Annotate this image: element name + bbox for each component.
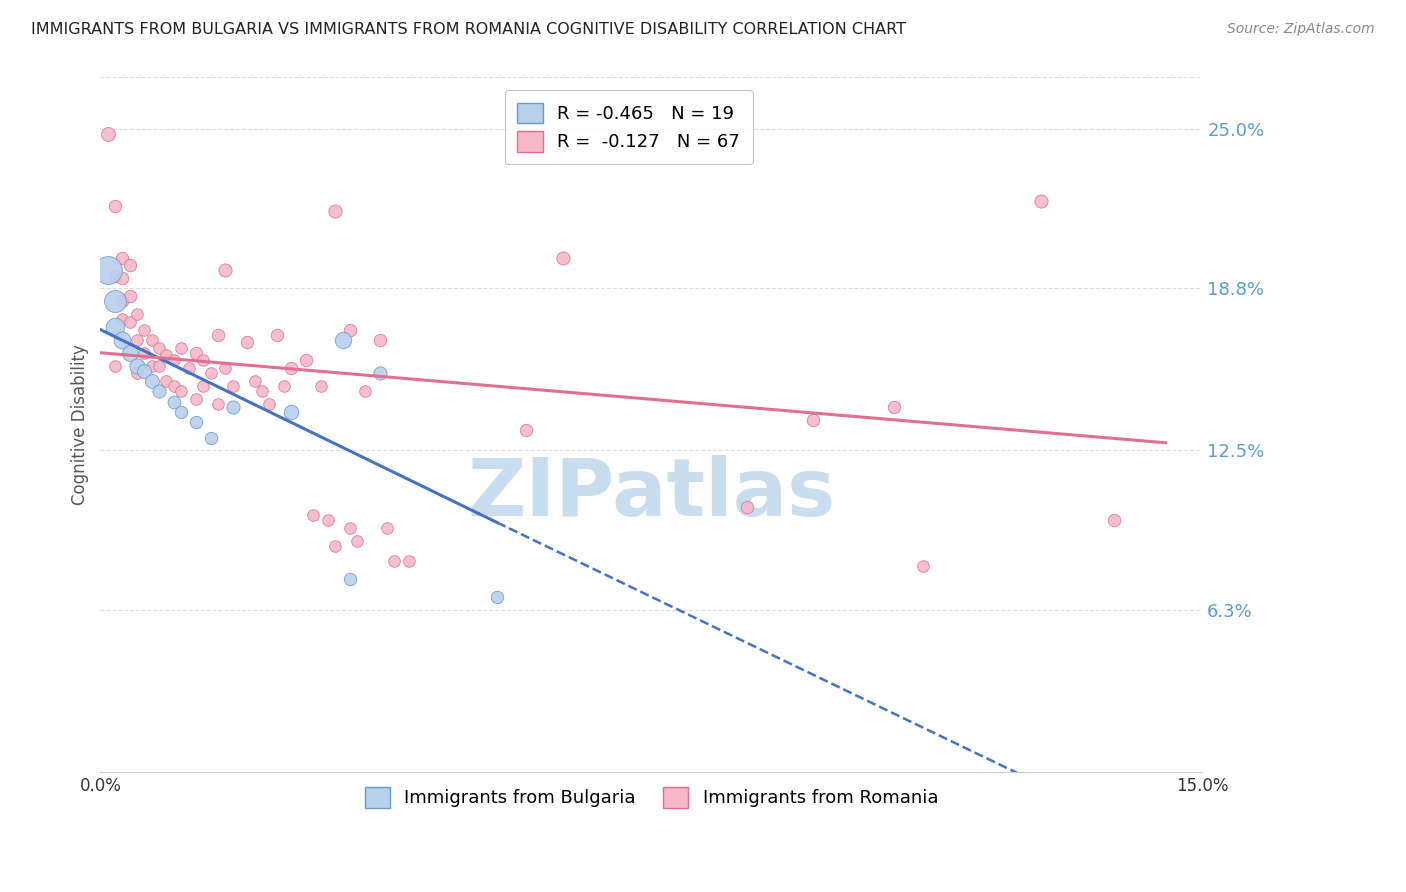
Point (243, 374, 266, 388)
Point (97, 263, 120, 277)
Text: ZIPatlas: ZIPatlas (467, 455, 835, 533)
Point (125, 333, 148, 347)
Point (104, 199, 127, 213)
Point (111, 294, 134, 309)
Point (1102, 513, 1125, 527)
Point (309, 379, 332, 393)
Point (134, 322, 156, 336)
Point (375, 521, 398, 535)
Point (368, 333, 391, 347)
Point (1029, 194, 1052, 208)
Point (170, 341, 193, 355)
Point (111, 251, 134, 265)
Point (207, 397, 229, 411)
Point (325, 204, 347, 219)
Point (486, 590, 509, 604)
Point (883, 400, 905, 414)
Point (111, 271, 134, 285)
Point (170, 405, 193, 419)
Legend: Immigrants from Bulgaria, Immigrants from Romania: Immigrants from Bulgaria, Immigrants fro… (357, 780, 945, 815)
Point (193, 379, 215, 393)
Y-axis label: Cognitive Disability: Cognitive Disability (72, 344, 89, 505)
Point (155, 374, 177, 388)
Point (200, 431, 222, 445)
Point (125, 307, 148, 321)
Point (184, 392, 207, 406)
Point (553, 251, 575, 265)
Point (912, 559, 935, 574)
Point (250, 384, 273, 399)
Point (200, 367, 222, 381)
Point (801, 412, 824, 426)
Point (148, 359, 170, 373)
Point (118, 289, 141, 303)
Point (141, 374, 163, 388)
Point (266, 327, 288, 342)
Point (236, 335, 259, 350)
Point (339, 521, 361, 535)
Point (382, 554, 405, 568)
Point (339, 322, 361, 336)
Point (141, 333, 163, 347)
Point (148, 384, 170, 399)
Point (214, 361, 236, 376)
Point (368, 367, 391, 381)
Point (339, 572, 361, 586)
Point (111, 312, 134, 326)
Point (346, 533, 368, 548)
Point (163, 394, 186, 409)
Point (134, 345, 156, 359)
Point (325, 539, 347, 553)
Text: Source: ZipAtlas.com: Source: ZipAtlas.com (1227, 22, 1375, 37)
Point (111, 333, 134, 347)
Point (104, 268, 127, 283)
Point (104, 359, 127, 373)
Point (170, 384, 193, 399)
Point (221, 379, 243, 393)
Point (134, 364, 156, 378)
Point (259, 397, 281, 411)
Point (515, 423, 537, 437)
Point (97, 127, 120, 141)
Point (125, 367, 148, 381)
Point (302, 508, 325, 522)
Point (221, 400, 243, 414)
Point (273, 379, 295, 393)
Text: IMMIGRANTS FROM BULGARIA VS IMMIGRANTS FROM ROMANIA COGNITIVE DISABILITY CORRELA: IMMIGRANTS FROM BULGARIA VS IMMIGRANTS F… (31, 22, 905, 37)
Point (184, 415, 207, 429)
Point (177, 361, 200, 376)
Point (398, 554, 420, 568)
Point (118, 345, 141, 359)
Point (214, 263, 236, 277)
Point (735, 500, 758, 514)
Point (193, 353, 215, 368)
Point (184, 345, 207, 359)
Point (118, 315, 141, 329)
Point (125, 359, 148, 373)
Point (280, 361, 302, 376)
Point (104, 294, 127, 309)
Point (155, 348, 177, 362)
Point (118, 258, 141, 272)
Point (104, 320, 127, 334)
Point (280, 405, 302, 419)
Point (353, 384, 375, 399)
Point (141, 359, 163, 373)
Point (332, 333, 354, 347)
Point (163, 353, 186, 368)
Point (295, 353, 318, 368)
Point (148, 341, 170, 355)
Point (316, 513, 339, 527)
Point (163, 379, 186, 393)
Point (207, 327, 229, 342)
